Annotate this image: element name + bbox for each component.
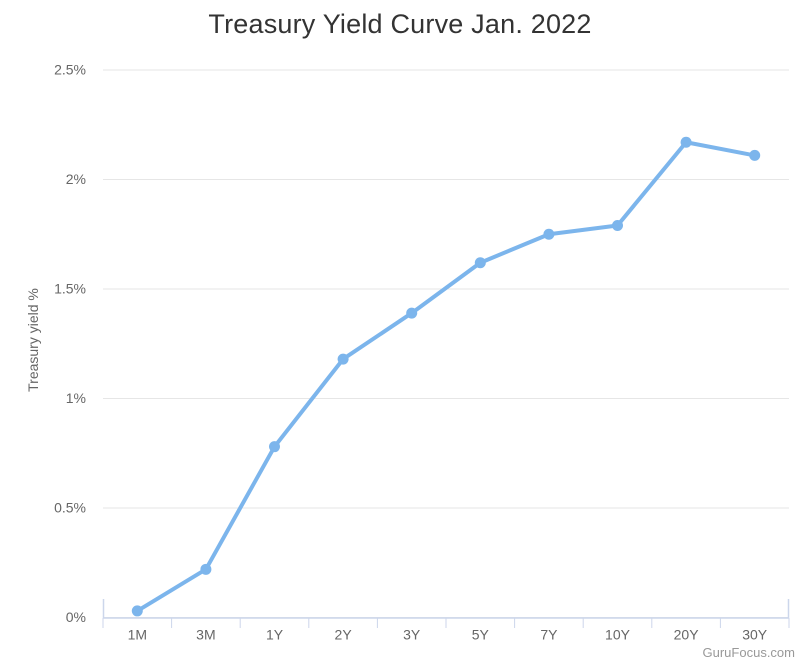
x-axis-tick-label: 1M <box>128 627 147 643</box>
chart-title: Treasury Yield Curve Jan. 2022 <box>208 9 592 39</box>
x-axis-tick-label: 7Y <box>540 627 558 643</box>
x-axis-tick-label: 1Y <box>266 627 284 643</box>
series-line <box>135 140 757 613</box>
x-axis-tick-label: 2Y <box>335 627 353 643</box>
data-point-2Y[interactable] <box>337 353 349 365</box>
data-point-3Y[interactable] <box>406 307 418 319</box>
x-axis-tick-label: 3M <box>196 627 215 643</box>
data-point-5Y[interactable] <box>474 257 486 269</box>
y-axis-tick-label: 1.5% <box>54 281 86 297</box>
data-point-7Y[interactable] <box>543 228 555 240</box>
data-point-30Y[interactable] <box>749 149 761 161</box>
x-axis-tick-label: 3Y <box>403 627 421 643</box>
x-axis-tick-label: 5Y <box>472 627 490 643</box>
x-axis-tick-label: 10Y <box>605 627 631 643</box>
data-point-20Y[interactable] <box>680 136 692 148</box>
data-point-1M[interactable] <box>131 605 143 617</box>
y-axis-tick-label: 2.5% <box>54 62 86 78</box>
y-axis-tick-label: 0.5% <box>54 500 86 516</box>
data-point-10Y[interactable] <box>612 219 623 231</box>
y-axis-tick-label: 0% <box>66 609 86 625</box>
gurufocus-credit-link[interactable]: GuruFocus.com <box>702 645 795 660</box>
data-point-1Y[interactable] <box>269 441 280 453</box>
y-axis-tick-label: 2% <box>66 171 86 187</box>
y-axis-tick-label: 1% <box>66 390 86 406</box>
data-point-3M[interactable] <box>200 563 212 575</box>
x-axis-tick-label: 20Y <box>674 627 700 643</box>
x-axis-tick-label: 30Y <box>742 627 768 643</box>
